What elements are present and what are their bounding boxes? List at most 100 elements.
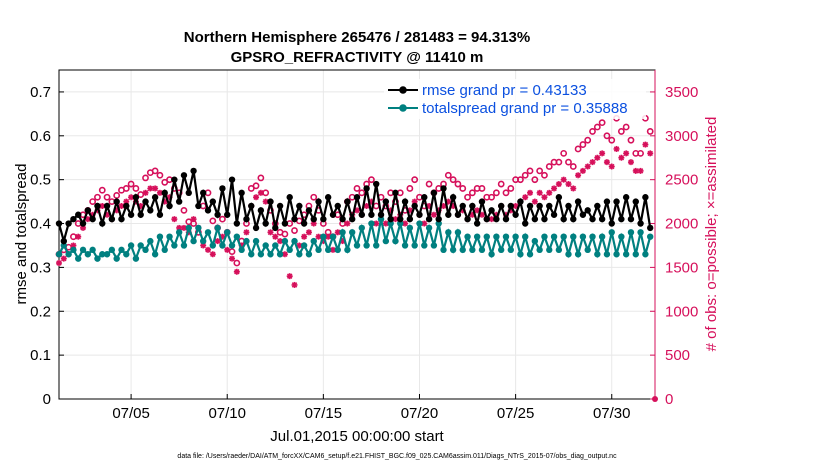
- obs-assimilated-marker: [599, 150, 606, 157]
- rmse-point: [642, 194, 649, 201]
- rmse-point: [320, 215, 327, 223]
- rmse-point: [175, 198, 183, 205]
- obs-possible-marker: [358, 189, 366, 197]
- totalspread-point: [113, 255, 120, 262]
- rmse-point: [204, 207, 212, 214]
- totalspread-point: [142, 246, 149, 254]
- obs-possible-marker: [406, 185, 414, 192]
- rmse-point: [493, 215, 500, 223]
- obs-assimilated-marker: [84, 216, 91, 223]
- obs-possible-marker: [127, 180, 135, 188]
- rmse-point: [233, 220, 241, 227]
- totalspread-point: [180, 242, 188, 249]
- x-tick-label: 07/30: [593, 405, 631, 422]
- rmse-point: [512, 211, 519, 218]
- y-right-tick-label: 1000: [665, 303, 698, 320]
- obs-possible-marker: [113, 192, 121, 199]
- rmse-point: [368, 211, 375, 218]
- rmse-point: [108, 215, 116, 223]
- rmse-point: [483, 215, 490, 223]
- obs-possible-marker: [521, 171, 529, 179]
- obs-assimilated-marker: [142, 189, 149, 196]
- obs-possible-marker: [98, 186, 106, 194]
- totalspread-point: [608, 229, 615, 236]
- totalspread-point: [118, 246, 125, 254]
- rmse-point: [363, 185, 370, 192]
- rmse-point: [373, 180, 380, 188]
- rmse-point: [127, 211, 135, 218]
- obs-assimilated-marker: [579, 167, 586, 174]
- obs-assimilated-marker: [60, 255, 67, 262]
- rmse-point: [89, 215, 96, 223]
- rmse-point: [84, 207, 92, 214]
- obs-possible-marker: [132, 185, 140, 192]
- totalspread-point: [334, 246, 341, 254]
- obs-possible-marker: [464, 193, 471, 201]
- totalspread-point: [75, 255, 82, 262]
- totalspread-point: [310, 237, 317, 245]
- obs-possible-marker: [536, 167, 544, 175]
- rmse-point: [329, 211, 337, 218]
- totalspread-point: [430, 242, 438, 249]
- rmse-point: [65, 220, 72, 227]
- totalspread-point: [123, 251, 130, 258]
- x-tick-label: 07/15: [305, 405, 343, 422]
- obs-possible-marker: [541, 171, 548, 179]
- obs-possible-marker: [584, 136, 592, 144]
- rmse-point: [401, 198, 409, 205]
- totalspread-point: [598, 233, 606, 240]
- totalspread-point: [224, 229, 231, 236]
- obs-assimilated-marker: [147, 185, 154, 192]
- totalspread-point: [512, 233, 519, 240]
- y-left-tick-label: 0.7: [30, 84, 51, 101]
- rmse-point: [387, 215, 394, 223]
- rmse-point: [454, 211, 462, 218]
- rmse-point: [555, 194, 563, 201]
- x-tick-label: 07/25: [497, 405, 535, 422]
- obs-possible-marker: [627, 136, 635, 144]
- obs-possible-marker: [142, 174, 149, 182]
- obs-assimilated-marker: [623, 150, 630, 157]
- obs-assimilated-marker: [546, 189, 553, 196]
- legend: rmse grand pr = 0.43133 totalspread gran…: [384, 79, 646, 119]
- totalspread-point: [555, 246, 563, 254]
- obs-assimilated-marker: [75, 233, 82, 240]
- obs-assimilated-marker: [527, 189, 534, 196]
- rmse-point: [171, 176, 178, 183]
- rmse-point: [594, 202, 601, 210]
- obs-possible-marker: [478, 185, 486, 192]
- obs-possible-marker: [517, 176, 524, 184]
- rmse-point: [358, 211, 366, 218]
- totalspread-point: [464, 233, 471, 240]
- totalspread-point: [315, 246, 322, 254]
- chart-title-line1: Northern Hemisphere 265476 / 281483 = 94…: [184, 29, 530, 46]
- totalspread-point: [373, 242, 380, 249]
- totalspread-point: [449, 246, 457, 254]
- footer-data-file: data file: /Users/raeder/DAI/ATM_forcXX/…: [177, 453, 617, 460]
- rmse-point: [113, 198, 120, 205]
- obs-possible-marker: [219, 215, 226, 223]
- legend-marker-rmse: [399, 86, 407, 94]
- rmse-point: [565, 202, 572, 210]
- rmse-point: [195, 202, 202, 210]
- totalspread-point: [108, 246, 116, 254]
- totalspread-point: [60, 242, 68, 249]
- y-right-tick-label: 1500: [665, 259, 698, 276]
- obs-assimilated-marker: [627, 159, 634, 166]
- obs-possible-marker: [459, 185, 467, 192]
- y-left-tick-label: 0: [43, 391, 51, 408]
- obs-assimilated-marker: [575, 172, 582, 179]
- rmse-point: [180, 172, 188, 179]
- rmse-point: [435, 215, 442, 223]
- obs-assimilated-marker: [291, 281, 298, 288]
- obs-possible-marker: [454, 180, 462, 188]
- totalspread-point: [377, 215, 385, 223]
- rmse-point: [449, 194, 457, 201]
- rmse-point: [464, 215, 471, 223]
- obs-possible-marker: [161, 178, 169, 186]
- obs-assimilated-marker: [205, 246, 211, 253]
- rmse-point: [526, 202, 534, 210]
- obs-assimilated-marker: [286, 273, 293, 280]
- totalspread-point: [99, 251, 106, 258]
- rmse-point: [541, 215, 548, 223]
